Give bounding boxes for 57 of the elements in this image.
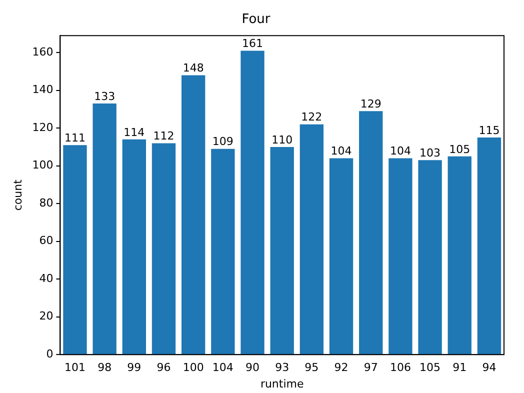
data-label: 114 xyxy=(124,126,145,139)
x-tick-label: 91 xyxy=(452,361,467,374)
data-label: 109 xyxy=(212,135,234,148)
x-tick-label: 106 xyxy=(390,361,411,374)
y-tick-label: 160 xyxy=(32,45,54,58)
y-tick-label: 40 xyxy=(39,272,54,285)
x-tick-label: 105 xyxy=(420,361,441,374)
bar xyxy=(300,124,324,354)
y-tick-label: 80 xyxy=(39,196,54,210)
data-label: 122 xyxy=(301,110,322,124)
x-tick-label: 94 xyxy=(482,361,496,374)
x-tick-label: 98 xyxy=(98,361,112,374)
bar xyxy=(388,158,412,354)
x-tick-label: 100 xyxy=(182,361,204,374)
x-tick-label: 97 xyxy=(364,361,378,374)
y-axis-title: count xyxy=(11,178,24,211)
y-tick-label: 20 xyxy=(39,310,54,323)
bar xyxy=(63,145,87,354)
data-label: 103 xyxy=(420,146,441,160)
y-tick-label: 0 xyxy=(46,347,54,360)
x-tick-label: 96 xyxy=(156,361,171,374)
data-label: 110 xyxy=(272,133,293,146)
bar xyxy=(270,146,294,354)
bar xyxy=(329,158,354,354)
y-tick-label: 100 xyxy=(32,158,54,172)
x-tick-label: 93 xyxy=(275,361,290,374)
bar xyxy=(182,75,206,354)
y-tick-label: 140 xyxy=(32,83,54,96)
data-label: 133 xyxy=(94,90,116,103)
chart-title: Four xyxy=(242,12,271,28)
data-label: 104 xyxy=(390,144,411,158)
x-tick-label: 101 xyxy=(64,361,86,374)
bar xyxy=(152,143,176,354)
data-label: 115 xyxy=(478,124,500,137)
data-label: 148 xyxy=(182,62,204,75)
data-label: 129 xyxy=(360,97,382,110)
data-label: 105 xyxy=(449,142,470,156)
bar xyxy=(211,148,235,354)
x-tick-label: 95 xyxy=(304,361,319,374)
data-label: 104 xyxy=(330,144,352,158)
y-tick-label: 120 xyxy=(32,120,54,134)
y-tick-label: 60 xyxy=(39,234,54,248)
bar xyxy=(359,111,383,354)
bar xyxy=(448,156,472,354)
x-tick-label: 90 xyxy=(246,361,260,374)
x-tick-label: 99 xyxy=(127,361,142,374)
x-tick-label: 104 xyxy=(212,361,234,374)
bar xyxy=(122,139,146,354)
data-label: 111 xyxy=(64,131,86,144)
bar xyxy=(240,50,264,354)
data-label: 112 xyxy=(153,130,174,143)
bar xyxy=(92,104,116,354)
bar xyxy=(418,160,442,354)
bar xyxy=(477,138,502,354)
x-tick-label: 92 xyxy=(334,361,348,374)
x-axis-title: runtime xyxy=(260,377,304,390)
data-label: 161 xyxy=(242,37,264,50)
